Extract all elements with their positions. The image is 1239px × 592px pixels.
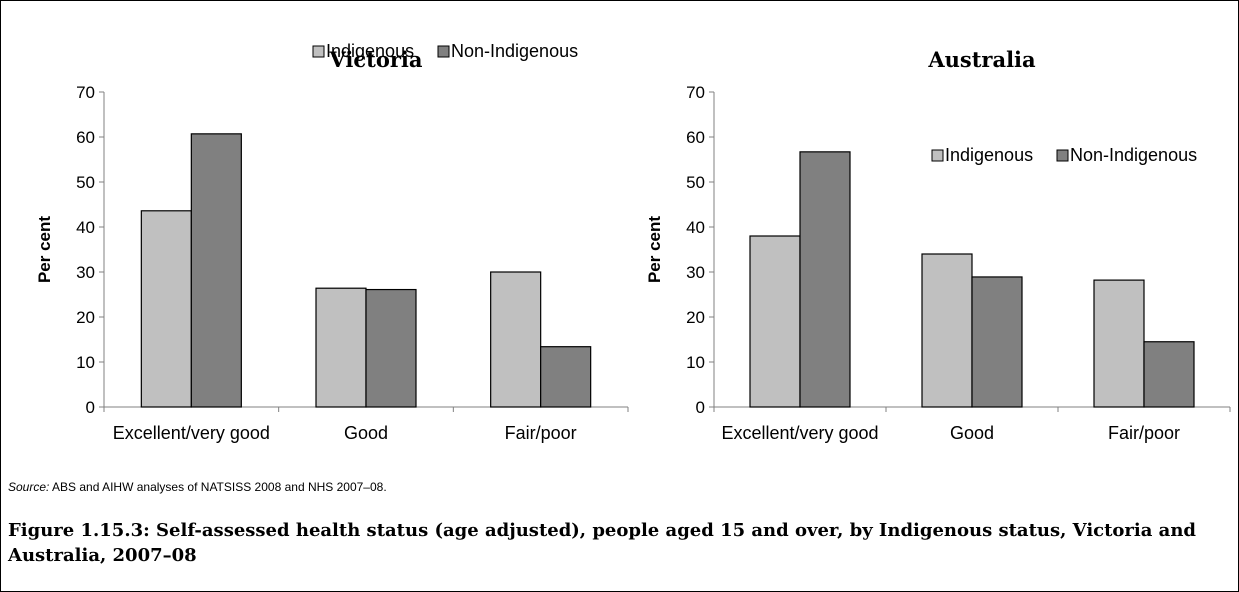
- legend-swatch: [1056, 149, 1069, 162]
- y-tick-label: 60: [76, 128, 95, 147]
- y-tick-label: 40: [76, 218, 95, 237]
- y-tick-label: 50: [686, 173, 705, 192]
- bar-indigenous: [921, 253, 973, 408]
- bar-non-indigenous: [540, 346, 592, 408]
- y-tick-label: 60: [686, 128, 705, 147]
- source-label: Source:: [8, 480, 50, 494]
- bar-non-indigenous: [190, 133, 242, 408]
- x-category-label: Fair/poor: [1108, 423, 1180, 443]
- legend-label: Indigenous: [945, 145, 1033, 165]
- legend-swatch: [312, 45, 325, 58]
- legend-label: Non-Indigenous: [451, 41, 578, 61]
- bar-non-indigenous: [365, 288, 417, 408]
- chart-title: Australia: [927, 47, 1036, 72]
- chart-australia: Australia Per cent 0 10 20 30 40 50 60 70 Excellen…: [645, 47, 1231, 443]
- legend-label: Non-Indigenous: [1070, 145, 1197, 165]
- figure-caption: Figure 1.15.3: Self-assessed health stat…: [8, 520, 1197, 566]
- legend-label: Indigenous: [326, 41, 414, 61]
- y-tick-label: 10: [686, 353, 705, 372]
- y-tick-label: 0: [86, 398, 95, 417]
- x-category-label: Good: [950, 423, 994, 443]
- y-tick-label: 10: [76, 353, 95, 372]
- bar-indigenous: [315, 287, 367, 408]
- chart-victoria: Victoria Per cent 0 10 20 30 40 50 60 70 Excellent…: [35, 41, 629, 443]
- y-tick-label: 40: [686, 218, 705, 237]
- bar-indigenous: [140, 210, 192, 408]
- source-note: Source: ABS and AIHW analyses of NATSISS…: [8, 480, 387, 494]
- x-category-label: Fair/poor: [505, 423, 577, 443]
- x-category-label: Excellent/very good: [113, 423, 270, 443]
- bar-non-indigenous: [971, 276, 1023, 408]
- x-category-label: Good: [344, 423, 388, 443]
- bar-indigenous: [490, 271, 542, 408]
- legend-swatch: [931, 149, 944, 162]
- y-tick-label: 20: [76, 308, 95, 327]
- bar-indigenous: [749, 235, 801, 408]
- y-tick-label: 20: [686, 308, 705, 327]
- y-tick-label: 0: [696, 398, 705, 417]
- y-tick-label: 30: [686, 263, 705, 282]
- x-category-label: Excellent/very good: [721, 423, 878, 443]
- chart-title: Victoria: [328, 47, 422, 72]
- y-tick-label: 30: [76, 263, 95, 282]
- y-axis-label: Per cent: [35, 216, 54, 283]
- y-axis-label: Per cent: [645, 216, 664, 283]
- legend-swatch: [437, 45, 450, 58]
- source-text: ABS and AIHW analyses of NATSISS 2008 an…: [49, 480, 387, 494]
- bar-non-indigenous: [1143, 341, 1195, 408]
- y-tick-label: 70: [686, 83, 705, 102]
- y-tick-label: 50: [76, 173, 95, 192]
- y-tick-label: 70: [76, 83, 95, 102]
- bar-indigenous: [1093, 279, 1145, 408]
- bar-non-indigenous: [799, 151, 851, 408]
